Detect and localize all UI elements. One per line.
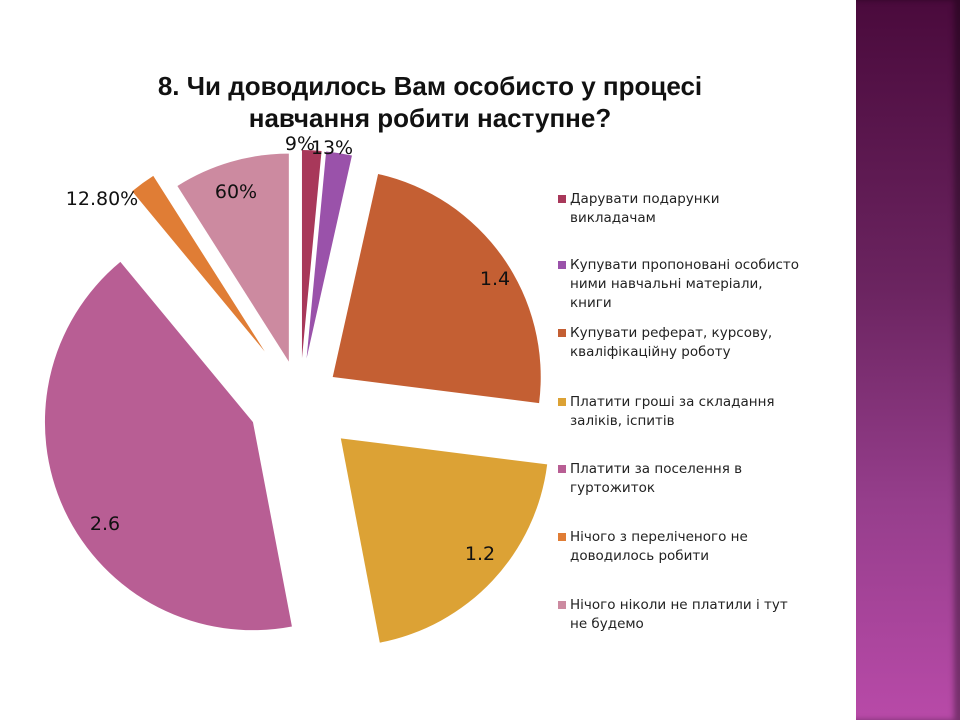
legend-item: Нічого ніколи не платили і тут не будемо xyxy=(556,596,800,634)
legend-item: Купувати пропоновані особисто ними навча… xyxy=(556,256,800,313)
legend-label: Дарувати подарунки викладачам xyxy=(570,191,720,226)
legend-label: Платити за поселення в гуртожиток xyxy=(570,461,743,496)
legend-swatch xyxy=(558,465,566,473)
pie-slice xyxy=(306,151,352,359)
legend-swatch xyxy=(558,329,566,337)
legend-item: Платити гроші за складання заліків, іспи… xyxy=(556,393,800,431)
data-label: 9% xyxy=(285,133,315,155)
legend-item: Дарувати подарунки викладачам xyxy=(556,190,800,228)
legend-swatch xyxy=(558,533,566,541)
legend-label: Нічого ніколи не платили і тут не будемо xyxy=(570,597,788,632)
legend-label: Купувати реферат, курсову, кваліфікаційн… xyxy=(570,325,773,360)
legend-item: Нічого з переліченого не доводилось роби… xyxy=(556,528,800,566)
data-label: 1.4 xyxy=(480,268,510,290)
legend-swatch xyxy=(558,398,566,406)
data-label: 13% xyxy=(311,137,353,159)
legend-label: Платити гроші за складання заліків, іспи… xyxy=(570,394,775,429)
chart-title: 8. Чи доводилось Вам особисто у процесі … xyxy=(100,70,760,134)
pie-slice xyxy=(340,438,548,643)
pie-slice xyxy=(44,261,292,631)
legend-label: Нічого з переліченого не доводилось роби… xyxy=(570,529,748,564)
chart-title-line-1: 8. Чи доводилось Вам особисто у процесі xyxy=(157,71,703,101)
pie-slice xyxy=(332,174,541,404)
pie-slice xyxy=(301,150,322,359)
pie-slice xyxy=(132,175,265,352)
pie-slice xyxy=(177,153,289,362)
legend-label: Купувати пропоновані особисто ними навча… xyxy=(570,257,800,311)
legend-swatch xyxy=(558,195,566,203)
data-label: 1.2 xyxy=(465,543,495,565)
legend-item: Купувати реферат, курсову, кваліфікаційн… xyxy=(556,324,800,362)
legend-swatch xyxy=(558,261,566,269)
decorative-side-bar xyxy=(856,0,960,720)
chart-title-line-2: навчання робити наступне? xyxy=(248,103,612,133)
legend-swatch xyxy=(558,601,566,609)
data-label: 12.80% xyxy=(66,188,138,210)
data-label: 2.6 xyxy=(90,513,120,535)
data-label: 60% xyxy=(215,181,257,203)
legend-item: Платити за поселення в гуртожиток xyxy=(556,460,800,498)
